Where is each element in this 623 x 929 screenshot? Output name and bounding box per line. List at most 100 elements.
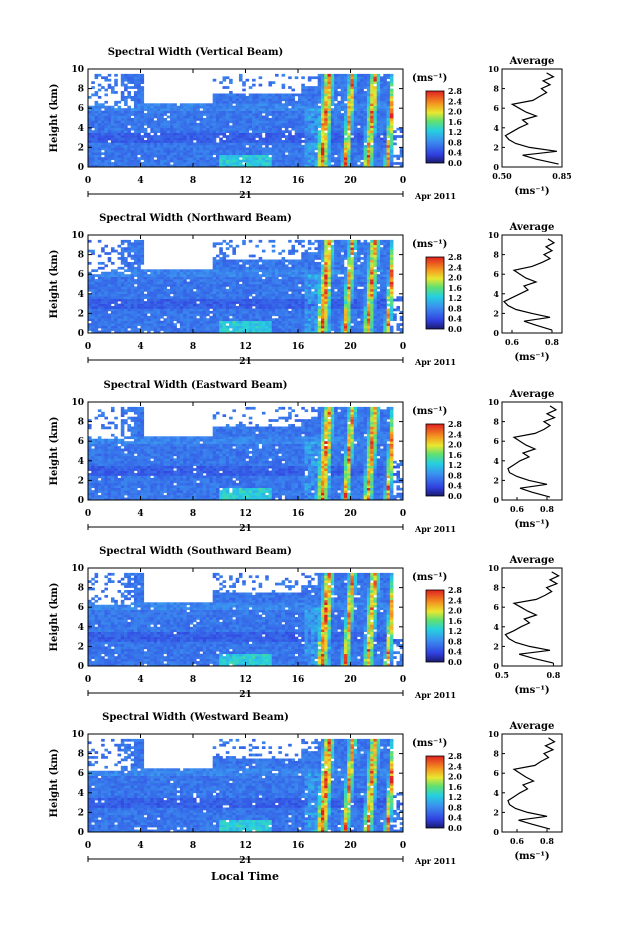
heatmap-cell <box>166 152 171 156</box>
heatmap-cell <box>225 98 230 102</box>
heatmap-cell <box>298 274 302 277</box>
heatmap-cell <box>268 328 273 331</box>
heatmap-cell <box>360 103 364 107</box>
heatmap-cell <box>252 125 256 129</box>
heatmap-cell <box>373 147 378 151</box>
heatmap-cell <box>127 91 131 94</box>
heatmap-cell <box>235 298 240 302</box>
heatmap-cell <box>114 159 118 163</box>
heatmap-cell <box>304 281 309 285</box>
heatmap-cell <box>222 157 227 160</box>
heatmap-cell <box>196 142 200 146</box>
heatmap-cell <box>268 269 273 273</box>
heatmap-cell <box>363 127 368 131</box>
heatmap-cell <box>238 103 243 107</box>
heatmap-cell <box>294 144 299 148</box>
heatmap-cell <box>130 261 135 265</box>
heatmap-cell <box>229 271 233 275</box>
heatmap-cell <box>284 298 289 302</box>
heatmap-cell <box>222 274 227 277</box>
heatmap-cell <box>143 122 148 126</box>
heatmap-cell <box>278 291 282 295</box>
heatmap-cell <box>130 244 135 248</box>
heatmap-cell <box>206 318 210 322</box>
heatmap-cell <box>160 328 164 331</box>
heatmap-cell <box>301 254 305 258</box>
heatmap-cell <box>153 286 158 290</box>
heatmap-cell <box>271 120 276 124</box>
heatmap-cell <box>140 130 145 133</box>
heatmap-cell <box>170 154 174 158</box>
heatmap-cell <box>130 291 135 295</box>
heatmap-cell <box>347 144 351 148</box>
heatmap-cell <box>399 162 404 165</box>
heatmap-cell <box>268 110 273 114</box>
heatmap-cell <box>317 135 322 138</box>
heatmap-cell <box>101 142 105 146</box>
heatmap-cell <box>179 115 184 119</box>
heatmap-cell <box>193 137 197 141</box>
heatmap-cell <box>330 147 335 151</box>
heatmap-cell <box>380 154 384 158</box>
heatmap-cell <box>350 100 355 104</box>
heatmap-cell <box>104 135 108 138</box>
heatmap-cell <box>238 296 243 299</box>
heatmap-cell <box>265 142 269 146</box>
heatmap-cell <box>337 140 341 143</box>
heatmap-cell <box>170 135 174 138</box>
heatmap-cell <box>229 100 233 104</box>
heatmap-cell <box>88 127 92 131</box>
heatmap-cell <box>140 140 145 143</box>
heatmap-cell <box>215 125 220 129</box>
heatmap-cell <box>320 113 325 116</box>
heatmap-cell <box>232 144 236 148</box>
heatmap-cell <box>275 157 279 160</box>
heatmap-cell <box>209 164 213 168</box>
heatmap-cell <box>147 298 151 302</box>
heatmap-cell <box>130 122 135 126</box>
heatmap-cell <box>209 122 213 126</box>
heatmap-cell <box>380 76 384 80</box>
heatmap-cell <box>347 115 351 119</box>
heatmap-cell <box>324 127 328 131</box>
heatmap-cell <box>150 142 154 146</box>
heatmap-cell <box>327 127 332 131</box>
heatmap-cell <box>120 254 125 258</box>
heatmap-cell <box>314 105 318 109</box>
heatmap-cell <box>222 93 227 97</box>
heatmap-cell <box>127 152 131 156</box>
heatmap-cell <box>327 98 332 102</box>
heatmap-cell <box>140 110 145 114</box>
heatmap-cell <box>222 276 227 280</box>
heatmap-cell <box>271 108 276 111</box>
heatmap-cell <box>137 81 141 84</box>
heatmap-cell <box>222 254 227 258</box>
heatmap-cell <box>179 118 184 121</box>
heatmap-cell <box>212 271 217 275</box>
heatmap-cell <box>206 303 210 307</box>
heatmap-cell <box>288 325 292 329</box>
heatmap-cell <box>193 313 197 317</box>
heatmap-cell <box>337 157 341 160</box>
heatmap-cell <box>376 149 381 153</box>
heatmap-cell <box>376 108 381 111</box>
heatmap-cell <box>307 147 312 151</box>
heatmap-cell <box>281 325 286 329</box>
heatmap-cell <box>301 281 305 285</box>
heatmap-cell <box>166 164 171 168</box>
heatmap-cell <box>166 269 171 273</box>
heatmap-cell <box>258 142 263 146</box>
heatmap-cell <box>327 108 332 111</box>
heatmap-cell <box>156 120 161 124</box>
heatmap-cell <box>311 157 315 160</box>
heatmap-cell <box>104 310 108 314</box>
heatmap-cell <box>357 154 361 158</box>
heatmap-cell <box>357 159 361 163</box>
heatmap-cell <box>281 83 286 87</box>
heatmap-cell <box>186 320 191 324</box>
heatmap-cell <box>340 130 345 133</box>
heatmap-cell <box>160 105 164 109</box>
heatmap-cell <box>271 291 276 295</box>
heatmap-cell <box>88 142 92 146</box>
heatmap-cell <box>150 157 154 160</box>
